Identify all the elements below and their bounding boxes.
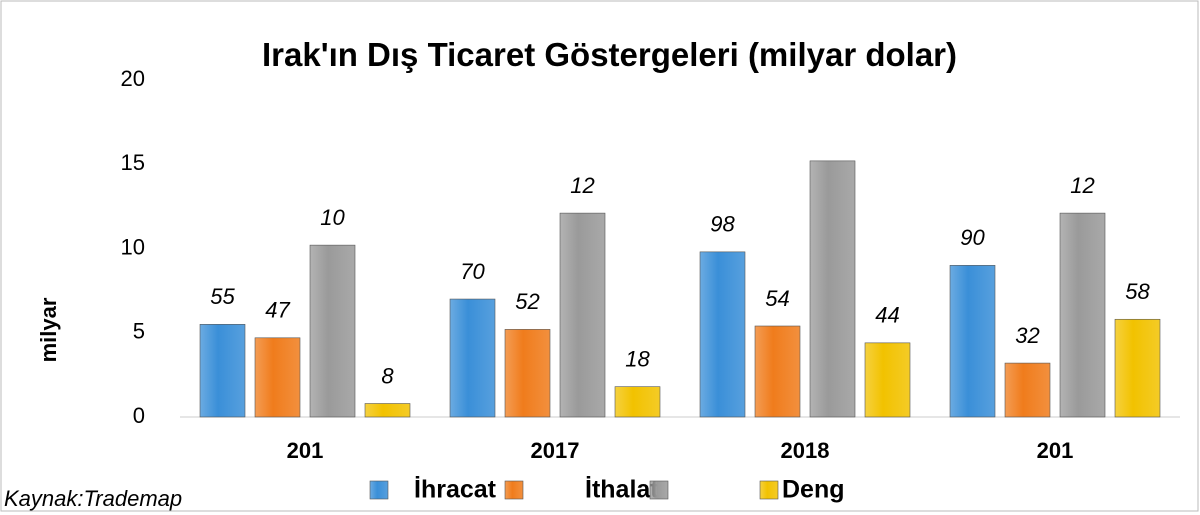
data-label: 12 <box>1070 173 1094 198</box>
data-label: 8 <box>381 363 394 388</box>
data-label: 70 <box>460 259 485 284</box>
data-label: 18 <box>625 346 650 371</box>
bar <box>699 251 746 418</box>
y-tick-label: 10 <box>121 234 145 259</box>
source: Kaynak:Trademap <box>4 486 182 511</box>
data-label: 90 <box>960 225 985 250</box>
bar <box>449 298 496 418</box>
data-label: 52 <box>515 289 539 314</box>
data-label: 47 <box>265 298 290 323</box>
y-tick-label: 0 <box>133 403 145 428</box>
data-label: 44 <box>875 303 899 328</box>
legend-label: Deng <box>782 476 845 504</box>
legend-marker <box>369 480 389 500</box>
bar <box>809 160 856 418</box>
legend-label: İhracat <box>414 476 497 504</box>
x-tick-label: 2018 <box>781 438 830 463</box>
bar <box>364 403 411 418</box>
bar <box>1004 362 1051 418</box>
legend-marker <box>759 480 779 500</box>
bar <box>864 342 911 418</box>
x-tick-label: 2017 <box>531 438 580 463</box>
data-label: 32 <box>1015 323 1039 348</box>
bar <box>1114 318 1161 418</box>
x-tick-label: 201 <box>1037 438 1074 463</box>
legend-marker <box>649 480 669 500</box>
bar <box>614 386 661 418</box>
data-label: 55 <box>210 284 235 309</box>
y-tick-label: 20 <box>121 66 145 91</box>
bar <box>199 324 246 418</box>
data-label: 98 <box>710 212 735 237</box>
data-label: 58 <box>1125 279 1150 304</box>
y-tick-label: 5 <box>133 319 145 344</box>
bar <box>254 337 301 418</box>
y-axis-label: milyar <box>36 297 61 362</box>
bar <box>1059 212 1106 418</box>
data-label: 12 <box>570 173 594 198</box>
data-label: 54 <box>765 286 789 311</box>
legend-label: İthalat <box>585 476 659 504</box>
bar <box>559 212 606 418</box>
bar <box>309 244 356 418</box>
y-tick-label: 15 <box>121 150 145 175</box>
bar <box>949 265 996 418</box>
bar <box>754 325 801 418</box>
x-tick-label: 201 <box>287 438 324 463</box>
data-label: 10 <box>320 205 345 230</box>
bar <box>504 329 551 418</box>
chart-title: Irak'ın Dış Ticaret Göstergeleri (milyar… <box>262 36 957 73</box>
legend-marker <box>504 480 524 500</box>
